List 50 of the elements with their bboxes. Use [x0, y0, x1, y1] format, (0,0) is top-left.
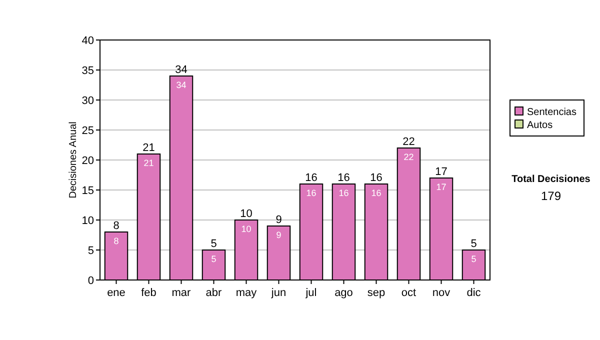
total-label: 8: [113, 220, 120, 232]
legend-label: Sentencias: [527, 107, 576, 118]
total-label: 16: [370, 172, 382, 184]
y-tick-label: 5: [88, 245, 94, 257]
y-tick-label: 40: [82, 35, 94, 47]
text: Total Decisiones: [512, 174, 591, 185]
total-label: 5: [210, 238, 217, 250]
x-tick-label: may: [236, 287, 258, 299]
legend-label: Autos: [527, 120, 553, 131]
data-label: 16: [306, 188, 316, 198]
total-label: 21: [142, 142, 155, 154]
y-tick-label: 35: [82, 65, 94, 77]
data-label: 34: [176, 80, 186, 90]
x-tick-label: ago: [334, 287, 353, 299]
data-label: 5: [211, 254, 216, 264]
y-tick-label: 30: [82, 95, 94, 107]
y-tick-label: 0: [88, 275, 94, 287]
total-label: 10: [240, 208, 252, 220]
y-axis-title: Decisiones Anual: [68, 122, 79, 198]
total-label: 5: [470, 238, 477, 250]
data-label: 10: [241, 224, 252, 234]
y-tick-label: 25: [82, 125, 94, 137]
x-tick-label: oct: [401, 287, 416, 299]
x-tick-label: nov: [432, 287, 451, 299]
x-tick-label: feb: [141, 287, 156, 299]
total-label: 9: [276, 214, 282, 226]
y-tick-label: 10: [82, 215, 94, 227]
data-label: 22: [404, 152, 414, 162]
total-label: 22: [402, 136, 415, 148]
data-label: 5: [471, 254, 476, 264]
data-label: 16: [371, 188, 382, 198]
y-tick-label: 15: [82, 185, 94, 197]
x-tick-label: mar: [172, 287, 192, 299]
data-label: 16: [338, 188, 349, 198]
x-tick-label: sep: [367, 287, 386, 299]
total-label: 17: [435, 166, 448, 178]
x-tick-label: jun: [270, 287, 286, 299]
total-label: 16: [338, 172, 350, 184]
data-label: 8: [114, 236, 119, 246]
total-label: 16: [305, 172, 318, 184]
x-tick-label: dic: [466, 287, 482, 299]
data-label: 21: [144, 158, 154, 168]
total-label: 34: [175, 64, 188, 76]
x-tick-label: ene: [107, 287, 126, 299]
y-tick-label: 20: [82, 155, 94, 167]
text: 179: [540, 189, 562, 203]
data-label: 9: [276, 230, 282, 240]
x-tick-label: abr: [206, 287, 222, 299]
data-label: 17: [436, 182, 446, 192]
x-tick-label: jul: [304, 287, 317, 299]
